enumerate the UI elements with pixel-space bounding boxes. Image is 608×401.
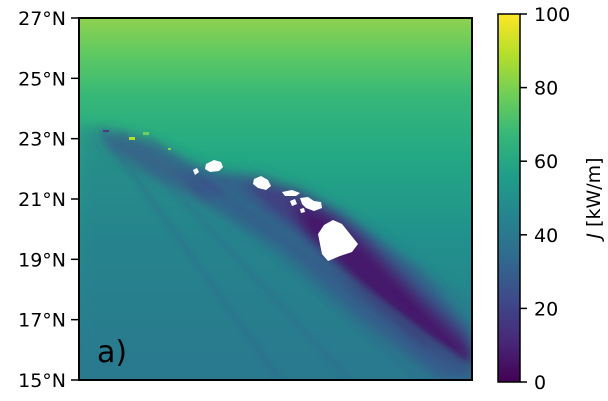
y-tick-label: 15°N [18, 370, 66, 392]
y-tick-label: 17°N [18, 310, 66, 332]
island-kahoolawe [300, 208, 305, 213]
map-panel: a) [79, 18, 472, 380]
colorbar-tick-label: 40 [534, 225, 558, 247]
colorbar-tick-label: 60 [534, 151, 558, 173]
island-kauai [205, 160, 223, 172]
island-hawaii [318, 220, 358, 261]
nw-islets [103, 130, 171, 150]
colorbar-tick-label: 80 [534, 78, 558, 100]
colorbar-label: J [kW/m] [583, 157, 605, 242]
colorbar-label-symbol: J [583, 233, 605, 243]
colorbar-tick-label: 20 [534, 298, 558, 320]
island-lanai [290, 199, 297, 206]
wave-streaks [98, 126, 472, 380]
colorbar: 0 20 40 60 80 100 J [kW/m] [497, 4, 605, 394]
colorbar-tick-label: 100 [534, 4, 570, 26]
island-oahu [253, 176, 271, 190]
islands [193, 160, 358, 261]
y-tick-label: 21°N [18, 189, 66, 211]
y-tick-label: 19°N [18, 249, 66, 271]
colorbar-tick-label: 0 [534, 372, 546, 394]
panel-label: a) [97, 335, 127, 370]
y-axis: 15°N 17°N 19°N 21°N 23°N 25°N 27°N [18, 8, 79, 392]
y-tick-label: 25°N [18, 68, 66, 90]
y-tick-label: 27°N [18, 8, 66, 30]
colorbar-axis: 0 20 40 60 80 100 [520, 4, 570, 394]
island-molokai [282, 190, 300, 196]
colorbar-label-units: [kW/m] [583, 157, 605, 233]
island-niihau [193, 168, 199, 175]
colorbar-gradient [498, 14, 520, 382]
colorbar-frame [497, 13, 521, 383]
island-maui [300, 197, 322, 211]
y-tick-label: 23°N [18, 129, 66, 151]
